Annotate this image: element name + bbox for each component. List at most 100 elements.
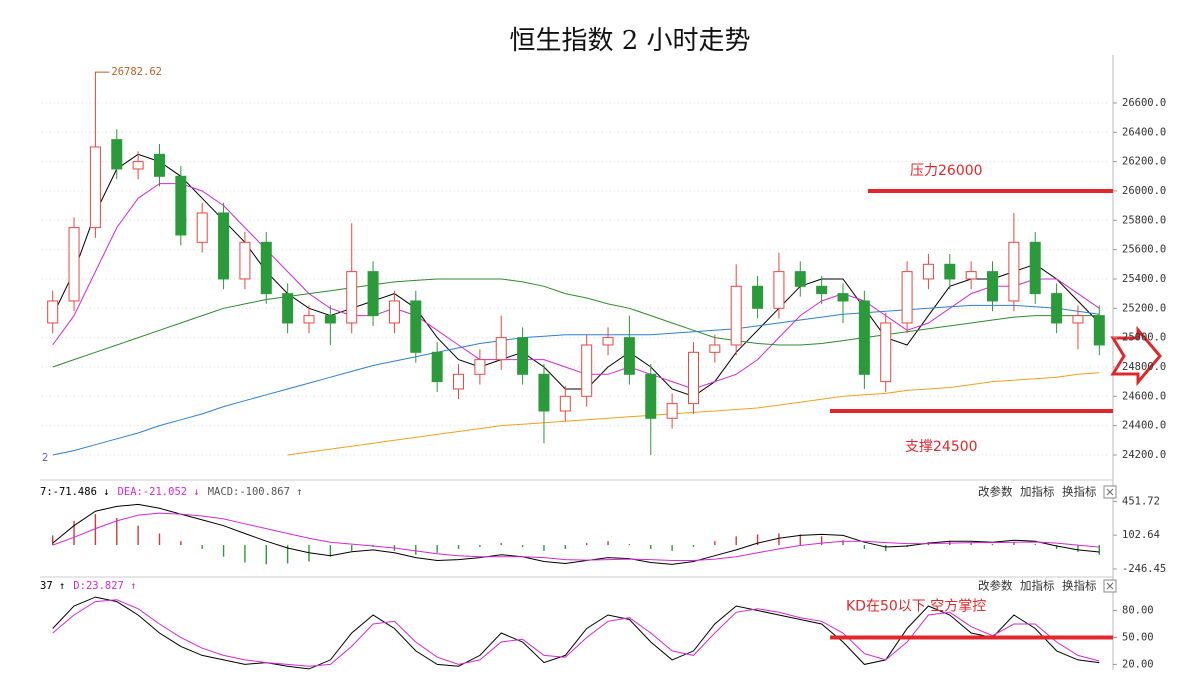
candle-body (388, 300, 400, 324)
tool-button[interactable]: 加指标 (1020, 579, 1055, 593)
macd-bar (607, 541, 609, 546)
y-tick-label: 25000.0 (1122, 332, 1166, 344)
macd-bar (479, 545, 481, 547)
tool-button[interactable]: 改参数 (978, 579, 1013, 593)
candle-body (410, 300, 422, 353)
ma-line (52, 304, 1100, 456)
macd-bar (799, 534, 801, 546)
macd-bar (329, 545, 332, 557)
candle-body (431, 351, 443, 383)
macd-bar (628, 544, 631, 546)
candle-body (709, 344, 721, 353)
candle-body (559, 395, 571, 412)
macd-bar (244, 545, 246, 563)
macd-bar (500, 543, 502, 546)
candle-body (922, 263, 934, 280)
y-tick-label: 26200.0 (1122, 156, 1166, 168)
macd-bar (820, 536, 823, 546)
candle-body (794, 271, 806, 287)
candle-body (196, 212, 208, 243)
macd-bar (564, 545, 567, 549)
macd-bar (201, 545, 203, 549)
ma-line (52, 183, 1100, 390)
candle-body (666, 403, 678, 419)
macd-bar (970, 543, 972, 546)
macd-bar (137, 525, 139, 546)
candle-body (581, 344, 593, 397)
candle-body (965, 271, 977, 280)
candle-body (1093, 315, 1105, 346)
indicator-line (52, 512, 1100, 561)
indicator-header: DEA:-21.052 ↓ (118, 486, 200, 498)
arrow-icon (1110, 325, 1162, 387)
y-tick-label: 24800.0 (1122, 361, 1166, 373)
candle-body (517, 337, 529, 375)
macd-bar (863, 545, 866, 549)
chart-title: 恒生指数 2 小时走势 (509, 26, 750, 56)
macd-bar (180, 541, 182, 546)
candle-body (858, 300, 870, 375)
close-icon (1106, 488, 1114, 496)
candle-body (89, 146, 101, 229)
macd-bar (756, 534, 759, 546)
tool-button[interactable]: 加指标 (1020, 485, 1055, 499)
candle-body (602, 337, 614, 346)
annotation-pointer (94, 71, 110, 77)
candle-body (367, 271, 379, 317)
candle-body (282, 293, 294, 324)
candle-body (239, 241, 251, 280)
indicator-header: D:23.827 ↑ (73, 580, 136, 592)
macd-bar (778, 533, 780, 546)
tool-button[interactable]: 换指标 (1062, 485, 1097, 499)
y-tick-label: 26000.0 (1122, 185, 1166, 197)
tool-button[interactable]: 改参数 (978, 485, 1013, 499)
macd-bar (885, 545, 887, 551)
macd-bar (714, 541, 716, 546)
y-tick-label: 26400.0 (1122, 126, 1166, 138)
candle-body (623, 337, 635, 375)
candle-body (816, 285, 828, 295)
macd-bar (265, 545, 267, 565)
macd-bar (436, 545, 438, 553)
candle-body (880, 322, 892, 383)
candle-body (495, 337, 507, 361)
candle-body (218, 212, 230, 280)
candle-body (324, 315, 336, 324)
y-tick-label: 25600.0 (1122, 244, 1166, 256)
macd-bar (650, 545, 652, 549)
y-tick-label: -246.45 (1122, 563, 1166, 575)
macd-bar (351, 545, 353, 551)
y-tick-label: 25200.0 (1122, 302, 1166, 314)
macd-bar (1077, 545, 1079, 552)
macd-bar (286, 545, 289, 564)
axis-label: 2 (42, 452, 48, 464)
y-tick-label: 50.00 (1122, 631, 1154, 643)
macd-bar (671, 545, 673, 551)
macd-bar (51, 535, 54, 546)
y-tick-label: 25800.0 (1122, 214, 1166, 226)
macd-bar (1055, 545, 1058, 549)
candle-body (773, 271, 785, 309)
macd-bar (457, 545, 460, 549)
macd-bar (1013, 542, 1015, 546)
macd-bar (521, 545, 524, 547)
candle-body (987, 271, 999, 302)
reference-label: 支撑24500 (905, 439, 978, 455)
candle-body (303, 315, 315, 324)
indicator-line (52, 599, 1100, 667)
candle-body (47, 300, 59, 324)
y-tick-label: 24400.0 (1122, 420, 1166, 432)
tool-button[interactable]: 换指标 (1062, 579, 1097, 593)
macd-bar (842, 540, 844, 546)
candle-body (645, 373, 657, 419)
indicator-header: 37 ↑ (40, 580, 65, 592)
candle-body (132, 161, 144, 170)
macd-bar (94, 514, 97, 546)
macd-bar (735, 536, 737, 546)
candle-body (453, 373, 465, 390)
indicator-line (52, 596, 1100, 670)
candle-body (68, 227, 80, 302)
peak-label: 26782.62 (111, 66, 162, 78)
candle-body (687, 351, 699, 405)
